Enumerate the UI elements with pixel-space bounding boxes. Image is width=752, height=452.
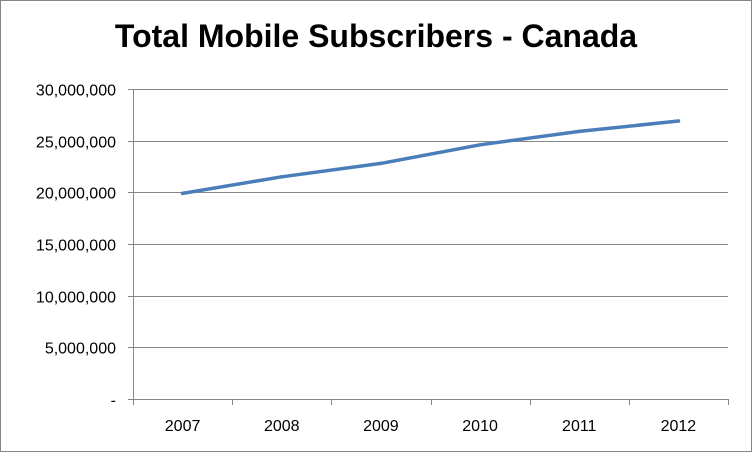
y-tick-label: 30,000,000 [36,83,116,100]
x-tick-label: 2010 [462,418,498,435]
y-tick-label: 20,000,000 [36,186,116,203]
x-tick-label: 2012 [661,418,697,435]
series-layer [180,119,681,196]
x-tick-label: 2011 [562,418,597,435]
x-tick-label: 2007 [165,418,201,435]
gridlines [133,89,728,348]
data-point [379,161,383,166]
data-point [478,143,482,147]
y-tick-labels: - 5,000,000 10,000,000 15,000,000 20,000,000… [36,83,116,410]
y-tick-label: 5,000,000 [45,341,116,358]
data-point [180,191,185,196]
axes [128,89,729,405]
x-tick-labels: 2007 2008 2009 2010 2011 2012 [165,418,697,435]
data-point [676,119,681,123]
y-tick-label: 25,000,000 [36,135,116,152]
x-tick-label: 2008 [264,418,300,435]
data-point [280,175,284,179]
chart-title: Total Mobile Subscribers - Canada [114,18,638,54]
x-tick-label: 2009 [363,418,399,435]
y-tick-label: 15,000,000 [36,238,116,255]
series-line [180,119,681,196]
data-point [577,129,582,134]
y-tick-label: - [111,393,116,410]
y-tick-label: 10,000,000 [36,290,116,307]
